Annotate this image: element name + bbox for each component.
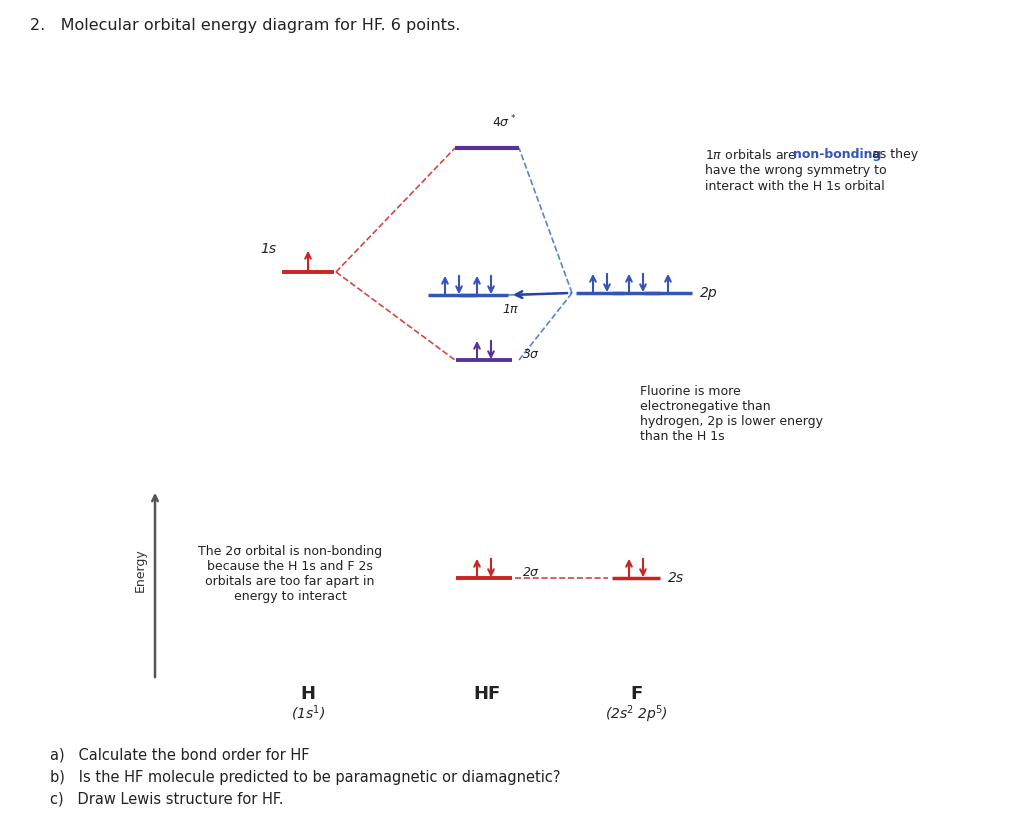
Text: H: H	[300, 685, 315, 703]
Text: c)   Draw Lewis structure for HF.: c) Draw Lewis structure for HF.	[50, 792, 284, 807]
Text: (1s$^1$): (1s$^1$)	[291, 703, 325, 723]
Text: F: F	[630, 685, 642, 703]
Text: Energy: Energy	[133, 548, 146, 592]
Text: as they: as they	[868, 148, 919, 161]
Text: The 2σ orbital is non-bonding
because the H 1s and F 2s
orbitals are too far apa: The 2σ orbital is non-bonding because th…	[198, 545, 382, 603]
Text: 2.   Molecular orbital energy diagram for HF. 6 points.: 2. Molecular orbital energy diagram for …	[30, 18, 461, 33]
Text: Fluorine is more
electronegative than
hydrogen, 2p is lower energy
than the H 1s: Fluorine is more electronegative than hy…	[640, 385, 823, 443]
Text: HF: HF	[473, 685, 501, 703]
Text: a)   Calculate the bond order for HF: a) Calculate the bond order for HF	[50, 748, 309, 763]
Text: 2$\sigma$: 2$\sigma$	[522, 566, 541, 579]
Text: 1s: 1s	[260, 242, 276, 256]
Text: interact with the H 1s orbital: interact with the H 1s orbital	[705, 180, 885, 193]
Text: b)   Is the HF molecule predicted to be paramagnetic or diamagnetic?: b) Is the HF molecule predicted to be pa…	[50, 770, 560, 785]
Text: 3$\sigma$: 3$\sigma$	[522, 348, 541, 361]
Text: non-bonding: non-bonding	[793, 148, 882, 161]
Text: 1$\pi$ orbitals are: 1$\pi$ orbitals are	[705, 148, 798, 162]
Text: 2p: 2p	[700, 286, 718, 300]
Text: (2s$^2$ 2p$^5$): (2s$^2$ 2p$^5$)	[604, 703, 668, 725]
Text: 1$\pi$: 1$\pi$	[502, 303, 519, 316]
Text: 2s: 2s	[668, 571, 684, 585]
Text: 4$\sigma^*$: 4$\sigma^*$	[492, 113, 516, 130]
Text: have the wrong symmetry to: have the wrong symmetry to	[705, 164, 887, 177]
